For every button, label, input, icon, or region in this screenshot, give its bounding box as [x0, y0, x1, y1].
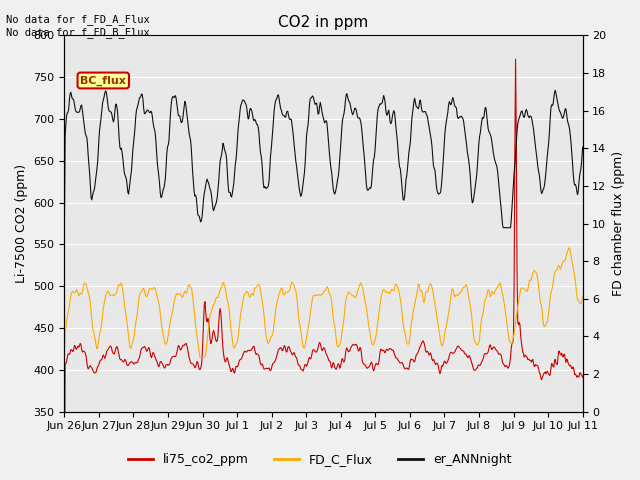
- Y-axis label: Li-7500 CO2 (ppm): Li-7500 CO2 (ppm): [15, 164, 28, 283]
- Title: CO2 in ppm: CO2 in ppm: [278, 15, 369, 30]
- Text: No data for f_FD_A_Flux
No data for f_FD_B_Flux: No data for f_FD_A_Flux No data for f_FD…: [6, 14, 150, 38]
- Legend: li75_co2_ppm, FD_C_Flux, er_ANNnight: li75_co2_ppm, FD_C_Flux, er_ANNnight: [124, 448, 516, 471]
- Y-axis label: FD chamber flux (ppm): FD chamber flux (ppm): [612, 151, 625, 296]
- Text: BC_flux: BC_flux: [81, 75, 126, 85]
